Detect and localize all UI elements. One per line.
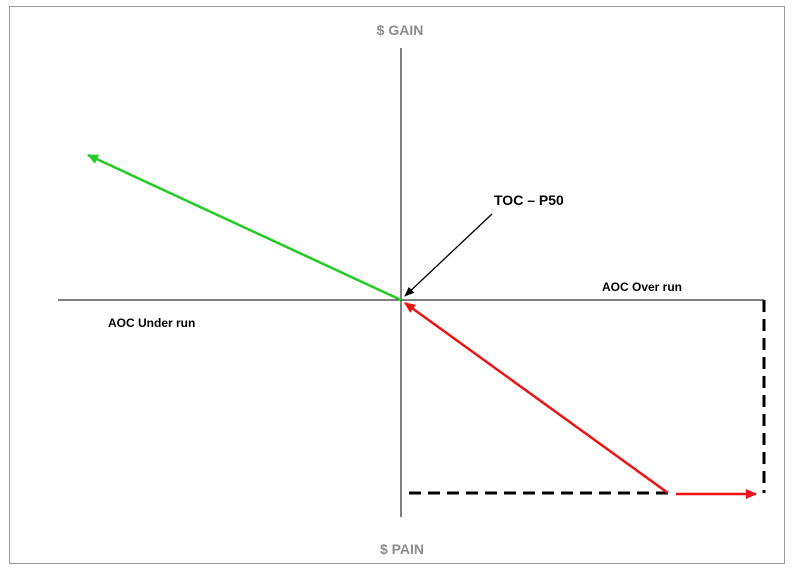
underrun-label: AOC Under run	[108, 316, 195, 330]
gain-axis-title: $ GAIN	[377, 22, 424, 38]
pain-arrow	[404, 301, 669, 495]
gain-arrow	[87, 153, 402, 302]
pain-axis-title: $ PAIN	[380, 541, 424, 557]
overrun-label: AOC Over run	[602, 280, 682, 294]
origin-callout-label: TOC – P50	[494, 192, 564, 208]
callout-arrow	[404, 213, 493, 297]
diagram-frame	[9, 6, 785, 564]
